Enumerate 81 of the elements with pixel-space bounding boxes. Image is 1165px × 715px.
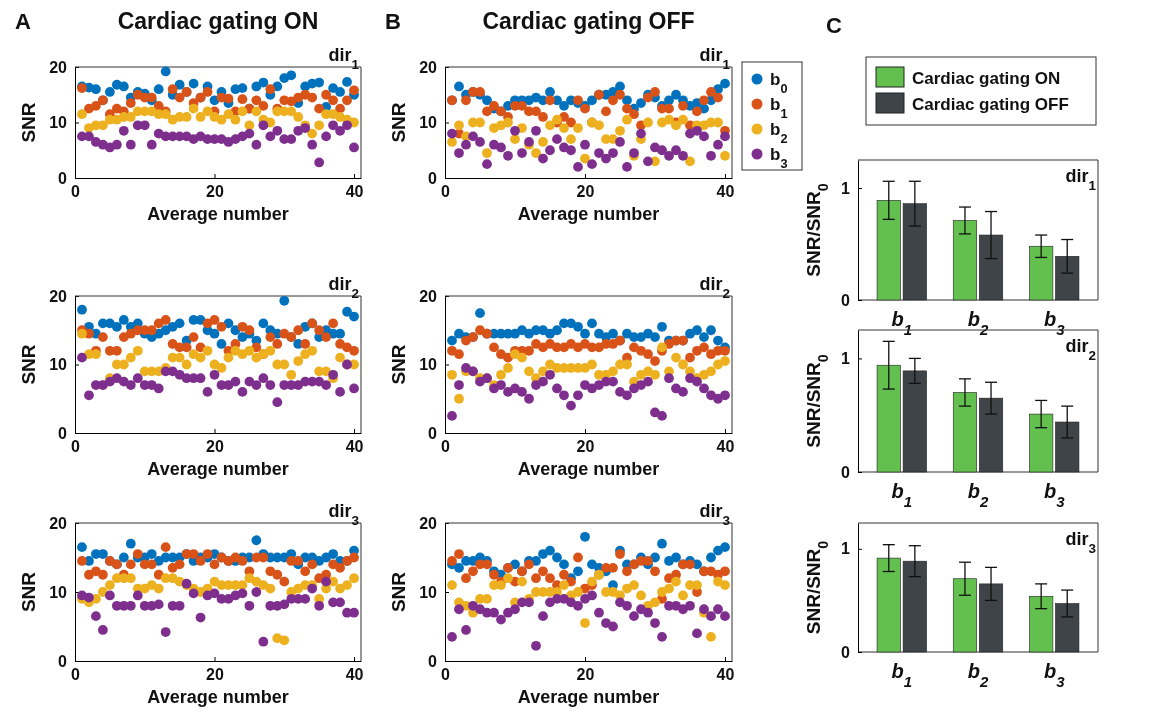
x-tick-label: 20 <box>576 438 595 456</box>
y-tick-label: 0 <box>841 643 851 661</box>
chart-subtitle: dir$_{3}$ <box>328 501 360 528</box>
y-tick-label: 10 <box>419 356 438 374</box>
x-tick-label: 20 <box>576 183 595 201</box>
x-tick-label: 0 <box>71 438 81 456</box>
y-tick-label: 20 <box>419 287 438 305</box>
chart-subtitle: dir$_{2}$ <box>328 274 359 301</box>
x-tick-label: 20 <box>206 666 225 684</box>
text: A <box>15 9 31 34</box>
legend-label: Cardiac gating ON <box>912 69 1061 88</box>
x-tick-label: 40 <box>716 666 735 684</box>
x-tick-label: 40 <box>345 438 364 456</box>
x-tick-label: 0 <box>71 183 81 201</box>
y-tick-label: 0 <box>58 169 68 187</box>
x-tick-label: b$_{3}$ <box>1043 480 1066 510</box>
x-axis-title: Average number <box>147 687 289 707</box>
x-axis-title: Average number <box>517 459 660 479</box>
x-tick-label: b$_{2}$ <box>967 480 989 510</box>
x-tick-label: 0 <box>441 438 451 456</box>
x-tick-label: 20 <box>576 666 595 684</box>
y-tick-label: 20 <box>49 514 68 532</box>
x-tick-label: b$_{3}$ <box>1043 660 1066 690</box>
x-tick-label: 20 <box>206 183 225 201</box>
x-axis-title: Average number <box>517 204 660 224</box>
x-tick-label: b$_{1}$ <box>891 480 913 510</box>
y-axis-title: SNR <box>388 102 409 143</box>
x-tick-label: b$_{2}$ <box>967 660 989 690</box>
chart-subtitle: dir$_{3}$ <box>699 501 731 528</box>
x-tick-label: 0 <box>71 666 81 684</box>
x-axis-title: Average number <box>147 204 289 224</box>
y-axis-title: SNR <box>18 102 39 143</box>
x-tick-label: 20 <box>206 438 225 456</box>
x-tick-label: b$_{2}$ <box>967 308 989 338</box>
text: C <box>826 13 842 38</box>
chart-subtitle: dir$_{1}$ <box>699 45 731 72</box>
x-tick-label: 40 <box>716 438 735 456</box>
y-tick-label: 20 <box>49 58 68 76</box>
chart-title: Cardiac gating OFF <box>482 8 695 34</box>
y-tick-label: 10 <box>49 583 68 601</box>
y-tick-label: 1 <box>841 179 851 197</box>
legend-label: Cardiac gating OFF <box>912 95 1069 114</box>
y-tick-label: 10 <box>49 356 68 374</box>
y-tick-label: 1 <box>841 540 851 558</box>
x-tick-label: 0 <box>441 666 451 684</box>
y-tick-label: 10 <box>419 114 438 132</box>
chart-title: Cardiac gating ON <box>117 8 319 34</box>
y-axis-title: SNR <box>388 571 409 613</box>
x-tick-label: 40 <box>345 183 364 201</box>
y-tick-label: 10 <box>49 114 68 132</box>
x-tick-label: 40 <box>716 183 735 201</box>
y-axis-title: SNR <box>18 344 39 385</box>
legend-label: b$_{3}$ <box>770 145 788 171</box>
y-tick-label: 0 <box>58 424 68 442</box>
y-tick-label: 10 <box>419 583 438 601</box>
x-tick-label: b$_{1}$ <box>891 660 913 690</box>
x-tick-label: 0 <box>441 183 451 201</box>
text: dir$_{1}$ <box>1065 166 1097 193</box>
y-axis-title: SNR <box>388 344 409 385</box>
x-tick-label: b$_{1}$ <box>891 308 913 338</box>
y-tick-label: 20 <box>49 287 68 305</box>
x-tick-label: 40 <box>345 666 364 684</box>
y-tick-label: 20 <box>419 58 438 76</box>
y-tick-label: 1 <box>841 350 851 368</box>
x-axis-title: Average number <box>517 687 660 707</box>
y-tick-label: 0 <box>841 463 851 481</box>
x-axis-title: Average number <box>147 459 289 479</box>
text: dir$_{2}$ <box>1065 336 1096 363</box>
chart-subtitle: dir$_{1}$ <box>328 45 360 72</box>
legend-label: b$_{2}$ <box>770 120 788 146</box>
y-tick-label: 0 <box>841 291 851 309</box>
chart-subtitle: dir$_{2}$ <box>699 274 730 301</box>
y-tick-label: 0 <box>428 424 438 442</box>
y-tick-label: 20 <box>419 514 438 532</box>
legend-label: b$_{0}$ <box>770 70 788 96</box>
text: B <box>385 9 401 34</box>
text: dir$_{3}$ <box>1065 529 1097 556</box>
y-tick-label: 0 <box>428 169 438 187</box>
y-axis-title: SNR <box>18 571 39 613</box>
legend-label: b$_{1}$ <box>770 95 788 121</box>
x-tick-label: b$_{3}$ <box>1043 308 1066 338</box>
